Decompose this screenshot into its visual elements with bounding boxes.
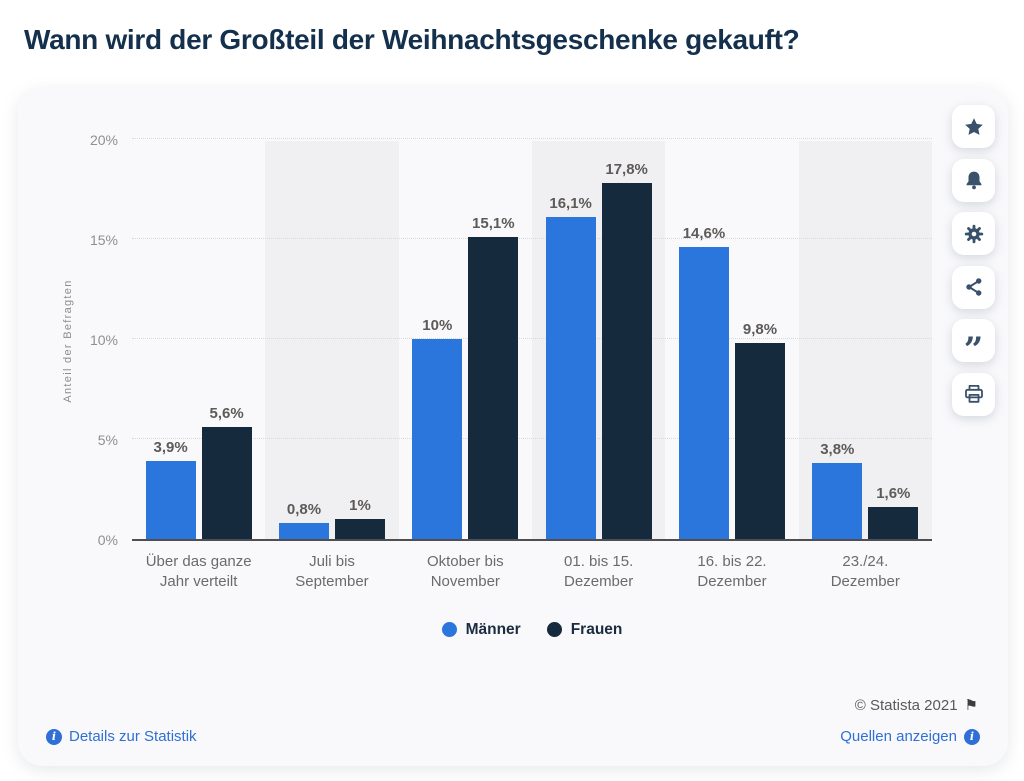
bar-column: 0,8% (278, 501, 329, 539)
category-label: Oktober bis November (426, 553, 504, 591)
share-button[interactable] (952, 265, 995, 309)
copyright: © Statista 2021 ⚑ (854, 696, 978, 715)
action-toolbar: ” (952, 105, 995, 416)
page-title: Wann wird der Großteil der Weihnachtsges… (24, 24, 800, 55)
footer-links: i Details zur Statistik Quellen anzeigen… (46, 728, 980, 745)
favorite-button[interactable] (952, 105, 995, 148)
bar-group: 3,9% 5,6% (132, 141, 265, 539)
value-label: 3,8% (820, 441, 855, 458)
star-icon (963, 116, 985, 138)
sources-link[interactable]: Quellen anzeigen i (840, 728, 980, 745)
gridline (132, 338, 932, 339)
y-tick-label: 20% (89, 132, 118, 148)
value-label: 9,8% (742, 321, 778, 338)
bar-frauen[interactable] (601, 183, 652, 539)
bar-column: 17,8% (601, 161, 652, 539)
legend-label: Frauen (570, 620, 623, 638)
value-label: 10% (422, 317, 453, 334)
value-label: 14,6% (682, 225, 726, 242)
bar-column: 3,9% (145, 439, 196, 539)
bar-group: 10% 15,1% (399, 141, 532, 539)
legend-item-frauen: Frauen (546, 620, 623, 639)
bar-column: 1,6% (868, 485, 919, 539)
value-label: 16,1% (549, 195, 592, 212)
category-label: 23./24. Dezember (830, 553, 900, 591)
info-icon: i (964, 728, 980, 745)
bar-column: 9,8% (734, 321, 785, 539)
background-stripe (265, 141, 399, 539)
settings-button[interactable] (952, 212, 995, 255)
y-tick-label: 5% (97, 432, 118, 448)
gear-icon (963, 223, 985, 245)
legend-item-männer: Männer (441, 620, 521, 639)
bar-group: 0,8% 1% (265, 141, 398, 539)
category-label: 01. bis 15. Dezember (564, 553, 634, 591)
bar-männer[interactable] (545, 217, 596, 539)
legend: Männer Frauen (132, 621, 932, 639)
plot-area: 0% 5% 10% 15% 20% 3,9% 5,6% 0,8% 1% 10% 15,1% 16,1%… (90, 132, 932, 548)
details-link[interactable]: i Details zur Statistik (46, 728, 197, 745)
value-label: 17,8% (605, 161, 648, 178)
cite-button[interactable]: ” (952, 319, 995, 370)
bar-column: 1% (334, 497, 385, 539)
legend-label: Männer (465, 620, 521, 638)
bar-chart: 0% 5% 10% 15% 20% 3,9% 5,6% 0,8% 1% 10% 15,1% 16,1%… (90, 132, 932, 639)
bar-männer[interactable] (278, 523, 329, 539)
bar-frauen[interactable] (201, 427, 252, 539)
sources-link-label: Quellen anzeigen (840, 728, 957, 745)
y-tick-label: 0% (97, 532, 118, 548)
y-tick-label: 15% (89, 232, 118, 248)
bell-icon (963, 169, 985, 191)
notification-button[interactable] (952, 158, 995, 202)
category-label: Juli bis September (295, 553, 369, 591)
copyright-text: © Statista 2021 (854, 696, 958, 714)
share-icon (963, 276, 985, 298)
bar-group: 14,6% 9,8% (665, 141, 798, 539)
category-label: 16. bis 22. Dezember (697, 553, 767, 591)
details-link-label: Details zur Statistik (69, 728, 197, 745)
printer-icon (963, 383, 985, 405)
bar-column: 16,1% (545, 195, 596, 539)
gridline (132, 438, 932, 439)
bar-männer[interactable] (145, 461, 196, 539)
bar-frauen[interactable] (868, 507, 919, 539)
bar-column: 15,1% (468, 215, 519, 539)
bar-groups: 3,9% 5,6% 0,8% 1% 10% 15,1% 16,1% 17,8% 14,6% 9,8… (132, 141, 932, 539)
bar-frauen[interactable] (334, 519, 385, 539)
quote-icon: ” (963, 329, 984, 370)
bar-männer[interactable] (678, 247, 729, 539)
value-label: 15,1% (472, 215, 515, 232)
chart-card: Anteil der Befragten 0% 5% 10% 15% 20% 3,9% 5,… (18, 88, 1008, 766)
value-label: 1% (349, 497, 371, 514)
value-label: 3,9% (153, 439, 188, 456)
bar-frauen[interactable] (734, 343, 785, 539)
flag-icon: ⚑ (964, 697, 978, 714)
value-label: 0,8% (286, 501, 322, 518)
info-icon: i (46, 728, 62, 745)
x-axis-labels: Über das ganze Jahr verteilt Juli bis Sep… (132, 552, 932, 593)
bar-group: 3,8% 1,6% (799, 141, 932, 539)
print-button[interactable] (952, 372, 995, 416)
bar-frauen[interactable] (468, 237, 519, 539)
bar-männer[interactable] (412, 339, 463, 539)
y-tick-label: 10% (89, 332, 118, 348)
category-label: Über das ganze Jahr verteilt (145, 553, 252, 591)
bar-männer[interactable] (812, 463, 863, 539)
legend-dot (441, 622, 457, 637)
bar-column: 10% (412, 317, 463, 539)
gridline (132, 138, 932, 139)
bar-column: 5,6% (201, 405, 252, 539)
bar-column: 14,6% (678, 225, 729, 539)
value-label: 1,6% (876, 485, 911, 502)
bar-group: 16,1% 17,8% (532, 141, 665, 539)
gridline (132, 238, 932, 239)
bar-column: 3,8% (812, 441, 863, 539)
legend-dot (546, 622, 562, 637)
value-label: 5,6% (209, 405, 244, 422)
